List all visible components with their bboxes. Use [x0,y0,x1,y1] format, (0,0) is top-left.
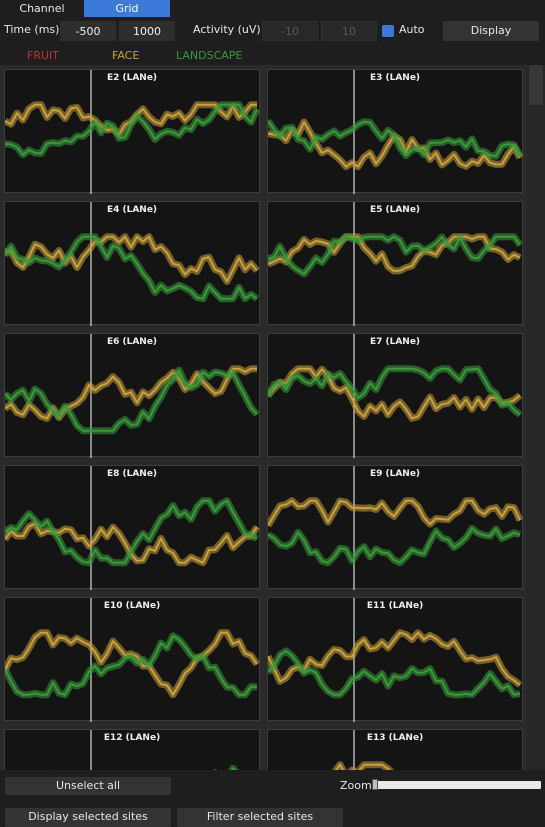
panel-title: E6 (LANe) [106,337,158,347]
landscape-trace [5,634,258,696]
channel-panel[interactable]: E8 (LANe) [4,465,260,590]
display-selected-sites-button[interactable]: Display selected sites [5,808,171,827]
channel-panel[interactable]: E7 (LANe) [267,333,523,458]
face-trace [334,763,391,770]
landscape-trace [230,767,236,770]
channel-plot [268,466,524,590]
landscape-trace-band [51,764,240,770]
landscape-trace [5,235,258,300]
zoom-label: Zoom [340,779,372,792]
panel-title: E12 (LANe) [103,733,161,743]
panel-title: E8 (LANe) [106,469,158,479]
channel-plot [5,466,260,590]
channel-plot [5,70,261,194]
auto-checkbox[interactable] [382,25,394,37]
legend-landscape[interactable]: LANDSCAPE [176,49,243,62]
face-trace-band [331,761,395,770]
channel-plot [51,730,240,770]
panel-title: E5 (LANe) [369,205,421,215]
landscape-trace-band [5,366,260,435]
scrollbar-thumb[interactable] [529,65,543,105]
landscape-trace [5,369,258,432]
landscape-trace [5,103,258,156]
unselect-all-button[interactable]: Unselect all [5,777,171,795]
panel-title: E7 (LANe) [369,337,421,347]
channel-panel[interactable]: E4 (LANe) [4,201,260,326]
time-start-input[interactable] [60,21,116,41]
condition-legend: FRUIT FACE LANDSCAPE [0,47,545,63]
grid-scrollbar[interactable] [527,65,545,770]
channel-panel[interactable]: E12 (LANe) [4,729,260,770]
channel-plot [5,202,260,326]
channel-panel[interactable]: E9 (LANe) [267,465,524,590]
panel-title: E10 (LANe) [103,601,161,611]
auto-label: Auto [399,23,425,36]
channel-plot [268,202,523,326]
display-controls: Time (ms) Activity (uV) Auto Display [0,20,545,42]
zoom-slider[interactable] [376,781,541,789]
channel-plot [268,70,524,194]
channel-plot [268,334,523,458]
channel-panel[interactable]: E13 (LANe) [267,729,523,770]
landscape-trace [268,235,521,275]
face-trace [268,367,521,420]
view-tabs: Channel Grid [0,0,545,17]
channel-grid: E2 (LANe) E3 (LANe) E4 (LANe) E5 (LANe) E6 (… [0,65,545,770]
panel-title: E2 (LANe) [106,73,158,83]
panel-title: E11 (LANe) [366,601,424,611]
face-trace-band [5,629,260,699]
landscape-trace [268,527,521,564]
channel-panel[interactable]: E3 (LANe) [267,69,524,194]
channel-plot [5,598,260,722]
legend-fruit[interactable]: FRUIT [27,49,59,62]
channel-plot [268,598,523,722]
channel-plot [5,334,260,458]
panel-title: E3 (LANe) [369,73,421,83]
channel-panel[interactable]: E10 (LANe) [4,597,260,722]
face-trace [268,631,521,686]
face-trace [268,235,521,272]
landscape-trace [268,367,521,416]
time-label: Time (ms) [4,23,60,36]
face-trace [268,499,521,527]
panel-title: E9 (LANe) [369,469,421,479]
channel-panel[interactable]: E2 (LANe) [4,69,261,194]
channel-plot [331,730,395,770]
channel-panel[interactable]: E5 (LANe) [267,201,523,326]
face-trace [5,367,257,420]
channel-panel[interactable]: E6 (LANe) [4,333,260,458]
panel-title: E13 (LANe) [366,733,424,743]
filter-selected-sites-button[interactable]: Filter selected sites [177,808,343,827]
activity-max-input[interactable] [321,21,377,41]
landscape-trace [268,650,521,696]
face-trace [5,235,258,283]
landscape-trace [268,120,521,158]
channel-panel[interactable]: E11 (LANe) [267,597,523,722]
landscape-trace [5,499,258,564]
landscape-trace-band [5,632,258,699]
time-end-input[interactable] [119,21,175,41]
tab-grid[interactable]: Grid [84,0,170,17]
tab-channel[interactable]: Channel [0,0,84,17]
activity-min-input[interactable] [262,21,318,41]
legend-face[interactable]: FACE [112,49,140,62]
zoom-slider-handle[interactable] [372,779,378,790]
display-button[interactable]: Display [443,21,539,41]
panel-title: E4 (LANe) [106,205,158,215]
activity-label: Activity (uV) [193,23,261,36]
